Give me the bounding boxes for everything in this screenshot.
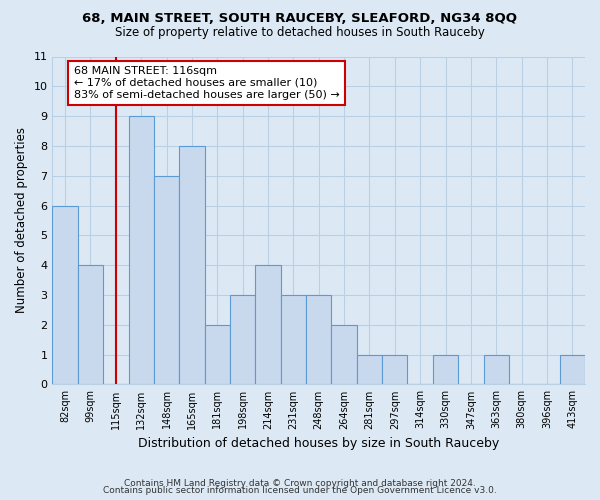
X-axis label: Distribution of detached houses by size in South Rauceby: Distribution of detached houses by size … <box>138 437 499 450</box>
Text: 68, MAIN STREET, SOUTH RAUCEBY, SLEAFORD, NG34 8QQ: 68, MAIN STREET, SOUTH RAUCEBY, SLEAFORD… <box>83 12 517 26</box>
Bar <box>382 354 407 384</box>
Text: Size of property relative to detached houses in South Rauceby: Size of property relative to detached ho… <box>115 26 485 39</box>
Bar <box>560 354 585 384</box>
Bar <box>433 354 458 384</box>
Bar <box>331 325 357 384</box>
Text: Contains HM Land Registry data © Crown copyright and database right 2024.: Contains HM Land Registry data © Crown c… <box>124 478 476 488</box>
Bar <box>78 265 103 384</box>
Bar <box>357 354 382 384</box>
Bar <box>128 116 154 384</box>
Bar <box>306 295 331 384</box>
Bar <box>256 265 281 384</box>
Bar <box>281 295 306 384</box>
Bar <box>154 176 179 384</box>
Bar <box>230 295 256 384</box>
Bar <box>205 325 230 384</box>
Text: Contains public sector information licensed under the Open Government Licence v3: Contains public sector information licen… <box>103 486 497 495</box>
Bar <box>179 146 205 384</box>
Y-axis label: Number of detached properties: Number of detached properties <box>15 128 28 314</box>
Bar <box>484 354 509 384</box>
Bar <box>52 206 78 384</box>
Text: 68 MAIN STREET: 116sqm
← 17% of detached houses are smaller (10)
83% of semi-det: 68 MAIN STREET: 116sqm ← 17% of detached… <box>74 66 340 100</box>
